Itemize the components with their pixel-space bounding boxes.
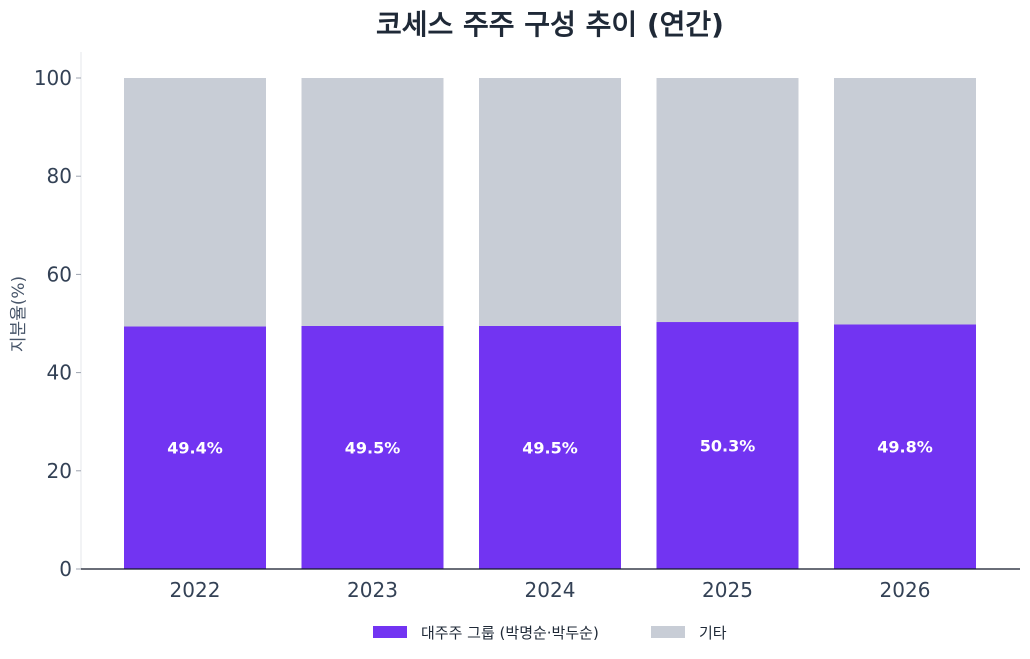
data-label-2026: 49.8% bbox=[877, 438, 933, 457]
bar-major-shareholder-2026 bbox=[834, 324, 976, 569]
x-tick-label: 2025 bbox=[702, 578, 753, 602]
y-axis-label: 지분율(%) bbox=[9, 276, 29, 352]
x-tick-label: 2022 bbox=[170, 578, 221, 602]
data-labels-layer: 49.4% 49.5% 49.5% 50.3% 49.8% bbox=[167, 437, 933, 458]
y-tick-label: 0 bbox=[59, 557, 72, 581]
bar-major-shareholder-2024 bbox=[479, 325, 621, 569]
bar-other-2026 bbox=[834, 78, 976, 325]
data-label-2024: 49.5% bbox=[522, 438, 578, 457]
bar-major-shareholder-2025 bbox=[656, 322, 799, 569]
bar-major-shareholder-2023 bbox=[301, 325, 444, 569]
y-tick-label: 100 bbox=[34, 66, 72, 90]
bar-other-2025 bbox=[656, 78, 799, 323]
legend: 대주주 그룹 (박명순·박두순) 기타 bbox=[373, 624, 727, 642]
legend-label-other: 기타 bbox=[699, 624, 727, 642]
bar-major-shareholder-2022 bbox=[124, 326, 266, 569]
legend-label-major-shareholder: 대주주 그룹 (박명순·박두순) bbox=[421, 624, 599, 642]
y-tick-label: 80 bbox=[47, 164, 72, 188]
bars-layer bbox=[124, 78, 976, 569]
y-axis: 0 20 40 60 80 100 bbox=[34, 52, 82, 581]
data-label-2023: 49.5% bbox=[345, 438, 401, 457]
x-tick-label: 2024 bbox=[525, 578, 576, 602]
bar-other-2024 bbox=[479, 78, 621, 326]
x-axis: 2022 2023 2024 2025 2026 bbox=[81, 568, 1020, 602]
y-tick-label: 20 bbox=[47, 459, 72, 483]
data-label-2025: 50.3% bbox=[700, 437, 756, 456]
legend-swatch-major-shareholder bbox=[373, 626, 407, 638]
bar-other-2022 bbox=[124, 78, 266, 327]
data-label-2022: 49.4% bbox=[167, 439, 223, 458]
bar-other-2023 bbox=[301, 78, 444, 326]
legend-swatch-other bbox=[651, 626, 685, 638]
y-tick-label: 40 bbox=[47, 361, 72, 385]
chart-title: 코세스 주주 구성 추이 (연간) bbox=[376, 8, 724, 41]
x-tick-label: 2026 bbox=[880, 578, 931, 602]
x-tick-label: 2023 bbox=[347, 578, 398, 602]
y-tick-label: 60 bbox=[47, 262, 72, 286]
